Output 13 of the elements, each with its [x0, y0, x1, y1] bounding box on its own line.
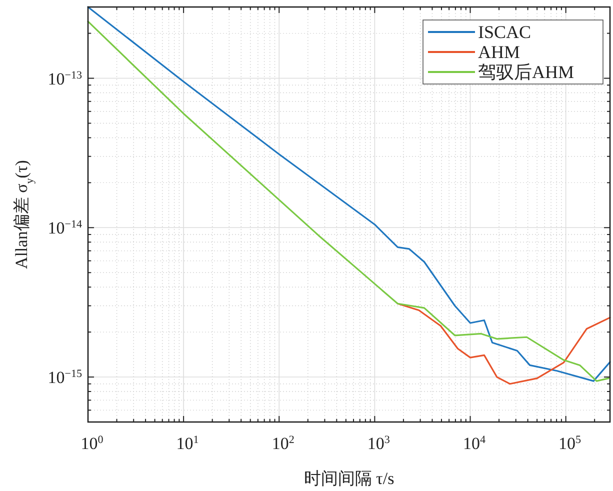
- x-axis-title: 时间间隔 τ/s: [304, 469, 394, 488]
- legend-label: ISCAC: [478, 22, 532, 42]
- y-tick-label: 10$^{−14}$: [48, 218, 82, 238]
- y-tick-label: 10$^{−15}$: [48, 368, 82, 388]
- x-tick-label: 10$^{4}$: [462, 434, 486, 453]
- x-tick-label: 10$^{3}$: [367, 434, 390, 453]
- x-tick-label: 10$^{2}$: [272, 434, 294, 453]
- legend-label: AHM: [478, 42, 520, 62]
- x-tick-label: 10$^{1}$: [176, 434, 199, 453]
- legend-label: 驾驭后AHM: [478, 62, 574, 82]
- x-tick-label: 10$^{0}$: [80, 434, 104, 453]
- y-tick-label: 10$^{−13}$: [48, 69, 82, 88]
- x-tick-label: 10$^{5}$: [558, 434, 582, 453]
